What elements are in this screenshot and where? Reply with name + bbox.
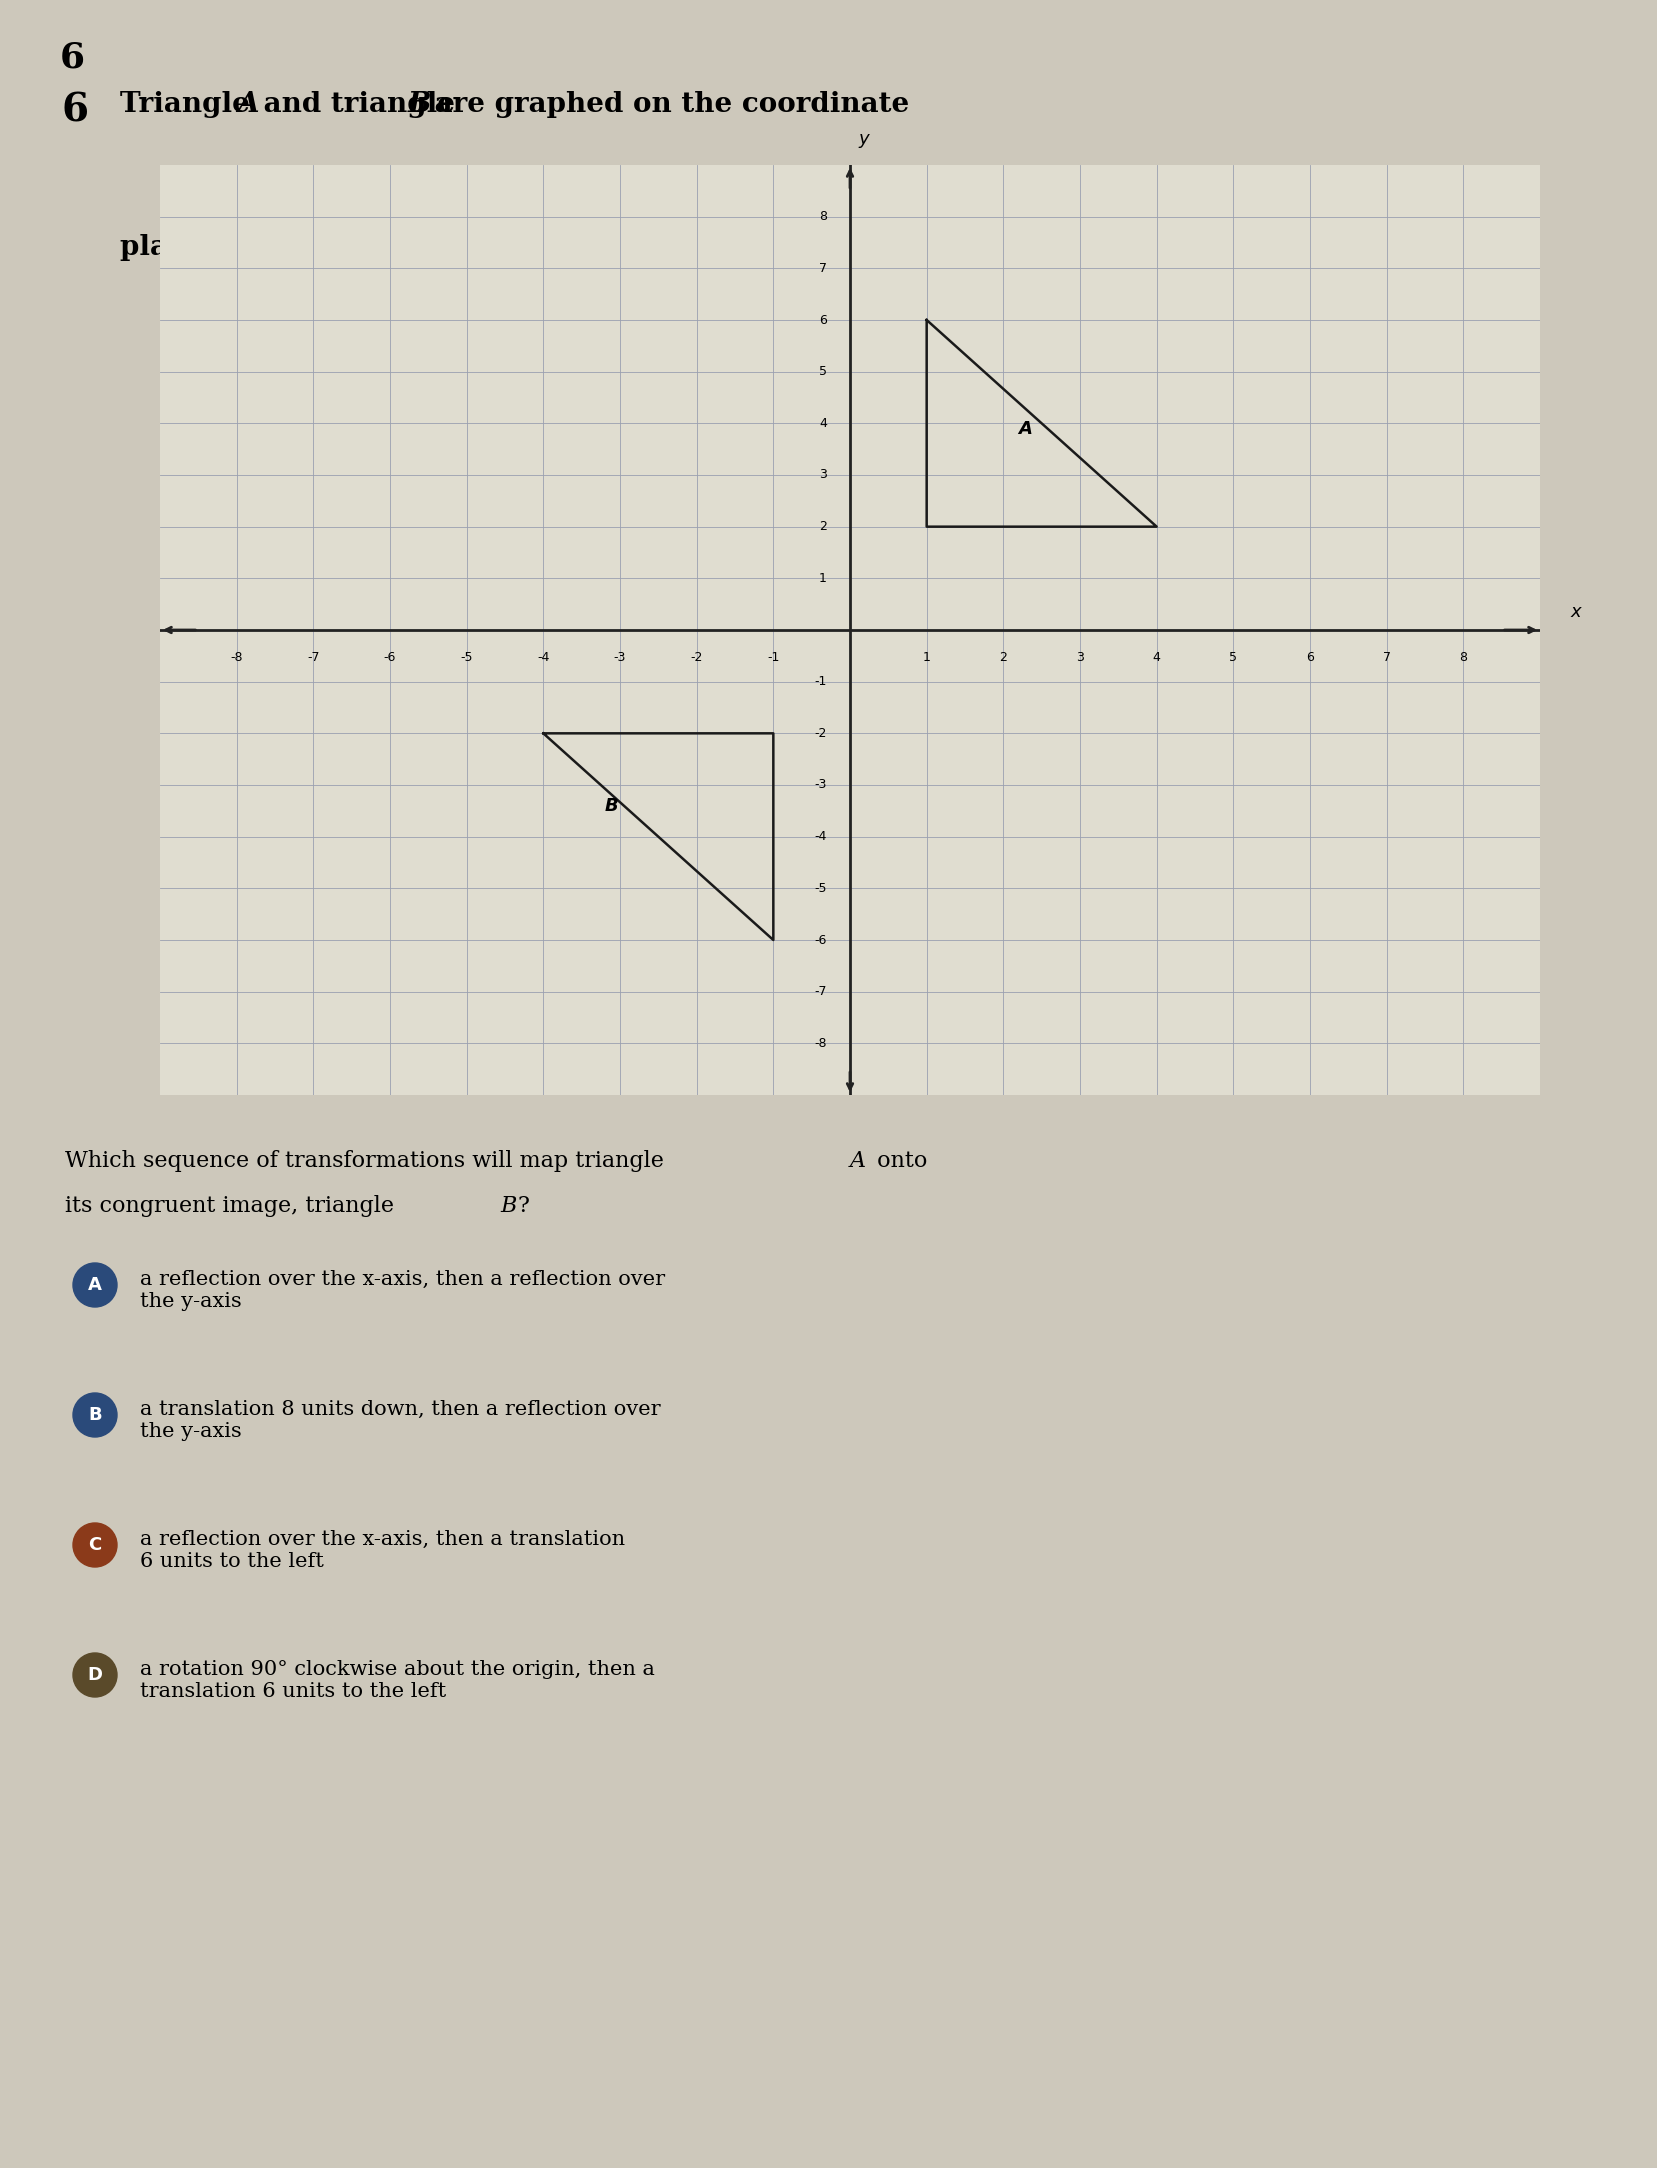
- Text: A: A: [1017, 421, 1032, 438]
- Text: y: y: [858, 130, 868, 147]
- Circle shape: [73, 1522, 118, 1567]
- Text: -7: -7: [307, 650, 320, 663]
- Text: 1: 1: [819, 572, 827, 585]
- Text: 5: 5: [819, 364, 827, 377]
- Text: a reflection over the x-axis, then a reflection over
the y-axis: a reflection over the x-axis, then a ref…: [139, 1270, 664, 1312]
- Text: Which sequence of transformations will map triangle: Which sequence of transformations will m…: [65, 1149, 671, 1173]
- Text: x: x: [1569, 603, 1581, 620]
- Text: 8: 8: [1458, 650, 1466, 663]
- Text: -5: -5: [814, 882, 827, 895]
- Text: -8: -8: [814, 1036, 827, 1049]
- Text: 2: 2: [999, 650, 1007, 663]
- Text: 6: 6: [1306, 650, 1312, 663]
- Text: 2: 2: [819, 520, 827, 533]
- Text: 3: 3: [1075, 650, 1084, 663]
- Text: 4: 4: [819, 416, 827, 429]
- Text: are graphed on the coordinate: are graphed on the coordinate: [424, 91, 908, 117]
- Text: -2: -2: [814, 726, 827, 739]
- Text: -3: -3: [613, 650, 626, 663]
- Text: -6: -6: [814, 934, 827, 947]
- Text: -3: -3: [814, 778, 827, 791]
- Text: 4: 4: [1152, 650, 1160, 663]
- Text: 7: 7: [819, 262, 827, 275]
- Text: C: C: [88, 1535, 101, 1554]
- Text: 5: 5: [1228, 650, 1236, 663]
- Text: its congruent image, triangle: its congruent image, triangle: [65, 1195, 401, 1216]
- Text: plane below.: plane below.: [119, 234, 313, 260]
- Text: Triangle: Triangle: [119, 91, 260, 117]
- Text: 8: 8: [819, 210, 827, 223]
- Text: a translation 8 units down, then a reflection over
the y-axis: a translation 8 units down, then a refle…: [139, 1401, 659, 1442]
- Text: -4: -4: [814, 830, 827, 843]
- Text: ?: ?: [517, 1195, 530, 1216]
- Text: -2: -2: [689, 650, 703, 663]
- Text: onto: onto: [870, 1149, 926, 1173]
- Text: 3: 3: [819, 468, 827, 481]
- Text: a rotation 90° clockwise about the origin, then a
translation 6 units to the lef: a rotation 90° clockwise about the origi…: [139, 1661, 655, 1702]
- Text: D: D: [88, 1665, 103, 1685]
- Text: 6: 6: [60, 39, 85, 74]
- Text: B: B: [88, 1407, 101, 1424]
- Circle shape: [73, 1264, 118, 1307]
- Text: -7: -7: [814, 984, 827, 997]
- Text: -4: -4: [537, 650, 548, 663]
- Text: A: A: [850, 1149, 865, 1173]
- Text: A: A: [237, 91, 258, 117]
- Text: and triangle: and triangle: [254, 91, 464, 117]
- Text: -5: -5: [461, 650, 472, 663]
- Text: -8: -8: [230, 650, 244, 663]
- Text: -1: -1: [767, 650, 779, 663]
- Text: 6: 6: [819, 314, 827, 327]
- Text: 6: 6: [61, 91, 89, 130]
- Text: 1: 1: [923, 650, 930, 663]
- Text: 7: 7: [1382, 650, 1390, 663]
- Text: -6: -6: [383, 650, 396, 663]
- Text: B: B: [605, 798, 618, 815]
- Text: A: A: [88, 1277, 101, 1294]
- Text: B: B: [408, 91, 431, 117]
- Circle shape: [73, 1652, 118, 1698]
- Text: B: B: [500, 1195, 515, 1216]
- Text: -1: -1: [814, 674, 827, 687]
- Circle shape: [73, 1394, 118, 1437]
- Text: a reflection over the x-axis, then a translation
6 units to the left: a reflection over the x-axis, then a tra…: [139, 1531, 625, 1572]
